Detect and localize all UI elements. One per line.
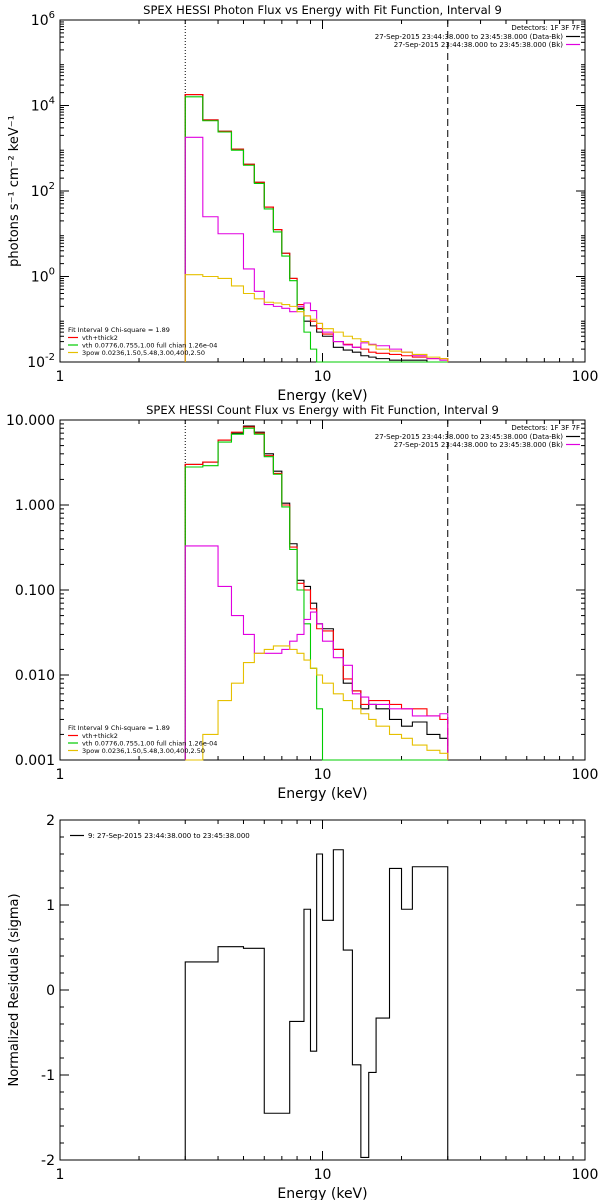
header-line-2: 27-Sep-2015 23:44:38.000 to 23:45:38.000…	[394, 441, 564, 449]
x-axis-label: Energy (keV)	[277, 388, 367, 404]
chart-panel-3: 1 10 100 Energy (keV) -2 -1 0 1 2 Normalized Resi…	[7, 813, 598, 1200]
y-tick-label: 0.100	[15, 583, 55, 599]
x-tick-label: 100	[572, 1167, 599, 1183]
x-tick-label: 1	[56, 1167, 65, 1183]
series-group	[184, 94, 449, 363]
series-line-3	[184, 96, 448, 363]
legend-label: vth 0.0776,0.755,1.00 full chian 1.26e-0…	[82, 342, 217, 350]
detectors-label: Detectors: 1F 3F 7F	[511, 24, 580, 32]
y-tick-label: 0	[46, 983, 55, 999]
x-tick-label: 1	[56, 369, 65, 385]
y-axis-label: photons s⁻¹ cm⁻² keV⁻¹	[7, 115, 22, 267]
chart-title: SPEX HESSI Photon Flux vs Energy with Fi…	[143, 3, 502, 17]
legend-title: Fit Interval 9 Chi-square = 1.89	[68, 326, 170, 334]
y-tick-label: 1	[46, 898, 55, 914]
series-line-5	[185, 645, 449, 761]
y-tick-label: 0.010	[15, 668, 55, 684]
legend: 9: 27-Sep-2015 23:44:38.000 to 23:45:38.…	[70, 832, 250, 840]
y-tick-label: -2	[41, 1153, 55, 1169]
x-axis-label: Energy (keV)	[277, 1186, 367, 1200]
series-group	[184, 425, 449, 761]
y-tick-label: 1.000	[15, 498, 55, 514]
chart-panel-1: SPEX HESSI Photon Flux vs Energy with Fi…	[7, 3, 598, 404]
header-line-1: 27-Sep-2015 23:44:38.000 to 23:45:38.000…	[375, 33, 564, 41]
chart-title: SPEX HESSI Count Flux vs Energy with Fit…	[146, 403, 499, 417]
series-line-5	[184, 274, 449, 362]
legend-label: 3pow 0.0236,1.50,5.48,3.00,400,2.50	[82, 747, 205, 755]
legend-title: Fit Interval 9 Chi-square = 1.89	[68, 724, 170, 732]
series-line-1	[184, 849, 449, 1160]
x-tick-label: 100	[572, 767, 599, 783]
detectors-label: Detectors: 1F 3F 7F	[511, 424, 580, 432]
series-line-3	[184, 427, 448, 761]
legend: Fit Interval 9 Chi-square = 1.89vth+thic…	[68, 724, 217, 755]
legend-label: 9: 27-Sep-2015 23:44:38.000 to 23:45:38.…	[88, 832, 250, 840]
y-tick-label: 102	[31, 181, 55, 200]
x-axis-label: Energy (keV)	[277, 786, 367, 802]
series-line-4	[184, 545, 449, 760]
chart-panel-2: SPEX HESSI Count Flux vs Energy with Fit…	[6, 403, 598, 802]
series-line-2	[184, 426, 449, 760]
y-tick-label: 104	[31, 96, 55, 115]
y-tick-label: 0.001	[15, 753, 55, 769]
x-tick-label: 10	[314, 767, 332, 783]
legend-label: vth 0.0776,0.755,1.00 full chian 1.26e-0…	[82, 740, 217, 748]
y-tick-label: -1	[41, 1068, 55, 1084]
x-tick-label: 10	[314, 369, 332, 385]
legend: Fit Interval 9 Chi-square = 1.89vth+thic…	[68, 326, 217, 357]
series-line-1	[184, 425, 449, 760]
y-tick-label: 2	[46, 813, 55, 829]
plot-frame	[59, 19, 586, 363]
legend-label: vth+thick2	[82, 334, 118, 342]
y-tick-label: 106	[31, 10, 55, 29]
x-tick-label: 100	[572, 369, 599, 385]
y-axis-label: Normalized Residuals (sigma)	[7, 893, 22, 1086]
series-group	[184, 849, 449, 1160]
legend-label: vth+thick2	[82, 732, 118, 740]
y-tick-label: 10-2	[27, 352, 55, 371]
legend-label: 3pow 0.0236,1.50,5.48,3.00,400,2.50	[82, 349, 205, 357]
x-tick-label: 10	[314, 1167, 332, 1183]
x-tick-label: 1	[56, 767, 65, 783]
y-tick-label: 10.000	[6, 413, 55, 429]
y-tick-label: 100	[31, 267, 55, 286]
header-line-2: 27-Sep-2015 23:44:38.000 to 23:45:38.000…	[394, 41, 564, 49]
header-line-1: 27-Sep-2015 23:44:38.000 to 23:45:38.000…	[375, 433, 564, 441]
